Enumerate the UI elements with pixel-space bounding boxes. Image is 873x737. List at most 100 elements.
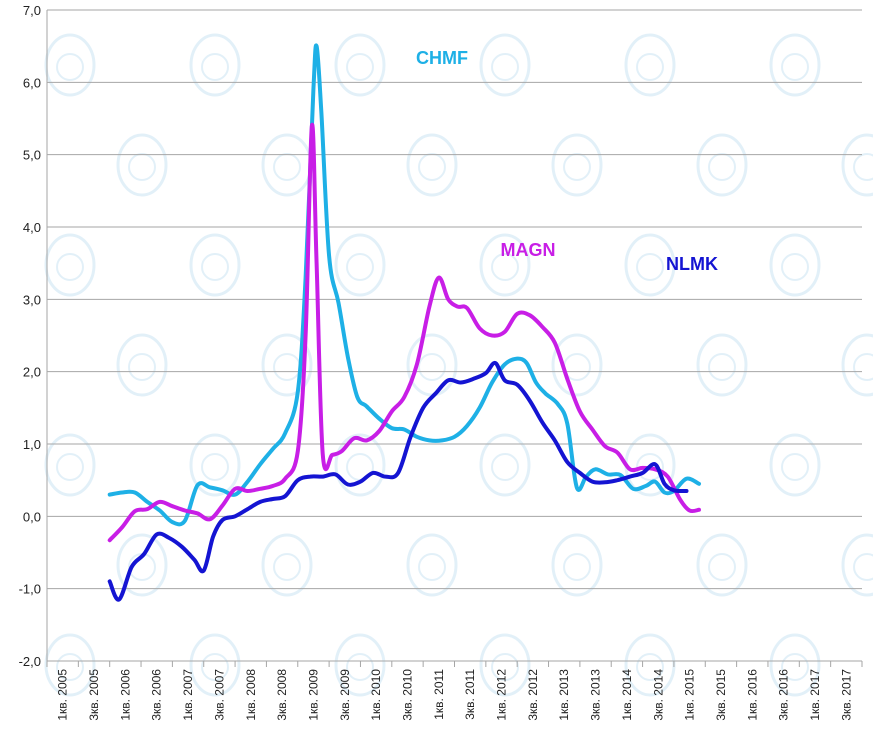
watermark-head — [769, 633, 821, 697]
watermark-head — [334, 33, 386, 97]
watermark-face — [346, 653, 374, 681]
x-tick-label: 1кв. 2009 — [306, 669, 320, 721]
watermark-face — [491, 653, 519, 681]
watermark-head — [479, 433, 531, 497]
watermark-head — [696, 533, 748, 597]
x-tick-label: 1кв. 2017 — [808, 669, 822, 721]
watermark-logo — [116, 333, 168, 397]
watermark-face — [273, 353, 301, 381]
watermark-face — [781, 53, 809, 81]
watermark-head — [769, 233, 821, 297]
watermark-logo — [44, 633, 96, 697]
watermark-logo — [334, 633, 386, 697]
watermark-head — [551, 533, 603, 597]
watermark-face — [636, 53, 664, 81]
watermark-logo — [261, 133, 313, 197]
watermark-logo — [406, 133, 458, 197]
watermark-logo — [261, 533, 313, 597]
watermark-logo — [479, 433, 531, 497]
watermark-head — [189, 233, 241, 297]
watermark-face — [56, 53, 84, 81]
x-tick-label: 3кв. 2005 — [87, 669, 101, 721]
watermark-head — [769, 433, 821, 497]
watermark-head — [696, 133, 748, 197]
watermark-head — [406, 533, 458, 597]
watermark-face — [418, 553, 446, 581]
x-tick-label: 1кв. 2011 — [432, 669, 446, 720]
watermark-face — [636, 653, 664, 681]
watermark-logo — [406, 533, 458, 597]
watermark-head — [334, 633, 386, 697]
y-tick-label: 4,0 — [23, 220, 41, 235]
watermark-logo — [116, 133, 168, 197]
x-tick-label: 1кв. 2016 — [745, 669, 759, 721]
x-tick-label: 3кв. 2010 — [400, 669, 414, 721]
x-axis: 1кв. 2005 3кв. 2005 1кв. 2006 3кв. 2006 1кв.… — [46, 661, 863, 721]
watermark-face — [491, 53, 519, 81]
x-tick-label: 3кв. 2007 — [212, 669, 226, 721]
watermark-face — [346, 253, 374, 281]
watermark-head — [44, 233, 96, 297]
watermark-head — [261, 333, 313, 397]
watermark-face — [853, 353, 873, 381]
watermark-face — [563, 553, 591, 581]
y-tick-label: 7,0 — [23, 3, 41, 18]
watermark-head — [334, 433, 386, 497]
watermark-logo — [189, 433, 241, 497]
watermark-face — [418, 153, 446, 181]
x-tick-label: 1кв. 2012 — [495, 669, 509, 721]
watermark-face — [273, 153, 301, 181]
x-tick-label: 3кв. 2013 — [589, 669, 603, 721]
watermark-logo — [551, 333, 603, 397]
x-tick-label: 3кв. 2012 — [526, 669, 540, 721]
watermark-face — [56, 253, 84, 281]
watermark-logo — [189, 633, 241, 697]
series-label-chmf: CHMF — [416, 48, 468, 68]
gridlines — [46, 9, 862, 662]
watermark-logo — [189, 33, 241, 97]
y-tick-label: 6,0 — [23, 75, 41, 90]
watermark-logo — [696, 133, 748, 197]
watermark-face — [853, 153, 873, 181]
watermark-logo — [189, 233, 241, 297]
series-lines — [107, 43, 701, 602]
watermark-head — [189, 633, 241, 697]
watermark-face — [636, 453, 664, 481]
watermark-face — [708, 353, 736, 381]
watermark-face — [781, 653, 809, 681]
x-tick-label: 3кв. 2015 — [714, 669, 728, 721]
x-tick-label: 1кв. 2015 — [683, 669, 697, 721]
series-line-nlmk — [107, 360, 689, 602]
watermark-logo — [769, 233, 821, 297]
watermark-head — [624, 233, 676, 297]
watermark-logo — [696, 533, 748, 597]
watermark-logo — [841, 333, 873, 397]
watermark-face — [56, 453, 84, 481]
watermark-face — [708, 553, 736, 581]
watermark-face — [491, 453, 519, 481]
watermark-face — [56, 653, 84, 681]
watermark-logo — [624, 233, 676, 297]
watermark-head — [479, 33, 531, 97]
watermark-face — [563, 153, 591, 181]
watermark-logo — [44, 433, 96, 497]
watermark-head — [841, 533, 873, 597]
y-tick-label: 3,0 — [23, 292, 41, 307]
x-tick-label: 1кв. 2010 — [369, 669, 383, 721]
y-tick-label: 1,0 — [23, 437, 41, 452]
x-tick-label: 1кв. 2013 — [557, 669, 571, 721]
watermark-head — [44, 433, 96, 497]
x-tick-label: 3кв. 2016 — [777, 669, 791, 721]
watermark-head — [116, 133, 168, 197]
watermark-face — [201, 453, 229, 481]
watermark-head — [406, 133, 458, 197]
watermark-head — [696, 333, 748, 397]
watermark-head — [44, 633, 96, 697]
watermark-face — [201, 253, 229, 281]
watermark-face — [201, 653, 229, 681]
y-axis: -2,0 -1,0 0,0 1,0 2,0 3,0 4,0 5,0 6,0 7,0 — [19, 3, 41, 669]
watermark-logo — [334, 233, 386, 297]
watermark-head — [44, 33, 96, 97]
watermark-face — [418, 353, 446, 381]
watermark-face — [273, 553, 301, 581]
